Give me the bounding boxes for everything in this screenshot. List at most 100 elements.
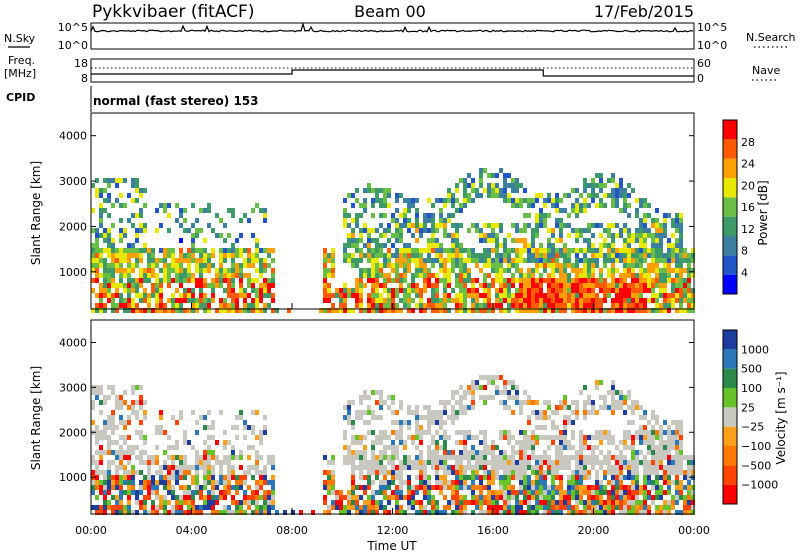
power-cell [643, 303, 647, 308]
power-cell [375, 238, 379, 243]
velocity-cell [471, 500, 475, 505]
power-cell [167, 308, 171, 313]
power-cell [471, 288, 475, 293]
velocity-cell [255, 455, 259, 460]
power-cell [543, 203, 547, 208]
velocity-cell [635, 405, 639, 410]
velocity-cell [171, 455, 175, 460]
velocity-cell [387, 485, 391, 490]
velocity-cell [427, 455, 431, 460]
power-cell [655, 303, 659, 308]
velocity-cell [651, 415, 655, 420]
power-cell [559, 198, 563, 203]
power-cell [403, 298, 407, 303]
power-cell [419, 293, 423, 298]
velocity-cell [635, 485, 639, 490]
power-cell [371, 268, 375, 273]
power-cell [463, 303, 467, 308]
power-cell [667, 213, 671, 218]
power-cell [475, 193, 479, 198]
power-cell [507, 268, 511, 273]
velocity-cell [471, 495, 475, 500]
velocity-cell [191, 505, 195, 510]
power-cell [171, 303, 175, 308]
velocity-cell [603, 430, 607, 435]
power-cell [659, 258, 663, 263]
power-cell [427, 243, 431, 248]
power-colorbar-label: Power [dB] [756, 180, 770, 245]
power-cell [107, 253, 111, 258]
power-cell [547, 258, 551, 263]
power-cell [471, 198, 475, 203]
velocity-cell [355, 510, 359, 515]
power-cell [219, 298, 223, 303]
velocity-cell [419, 470, 423, 475]
velocity-cell [455, 505, 459, 510]
power-cell [375, 243, 379, 248]
velocity-cell [411, 505, 415, 510]
velocity-cell [207, 435, 211, 440]
power-cell [631, 263, 635, 268]
power-cell [271, 273, 275, 278]
power-cell [191, 238, 195, 243]
power-cell [667, 298, 671, 303]
velocity-cell [311, 510, 315, 515]
velocity-cell [551, 490, 555, 495]
velocity-cell [179, 510, 183, 515]
power-cell [579, 298, 583, 303]
power-cell [175, 273, 179, 278]
power-cell [367, 303, 371, 308]
velocity-cell [503, 470, 507, 475]
velocity-cell [247, 425, 251, 430]
power-cell [667, 303, 671, 308]
velocity-cell [587, 475, 591, 480]
power-cell [191, 203, 195, 208]
power-cell [471, 178, 475, 183]
velocity-cell [511, 470, 515, 475]
power-cell [499, 263, 503, 268]
velocity-cell [383, 465, 387, 470]
power-cell [191, 223, 195, 228]
velocity-cell [391, 450, 395, 455]
velocity-cell [551, 420, 555, 425]
velocity-cell [399, 485, 403, 490]
power-cell [555, 263, 559, 268]
velocity-cell [231, 475, 235, 480]
velocity-cell [639, 435, 643, 440]
velocity-cell [191, 480, 195, 485]
power-cell [531, 308, 535, 313]
velocity-cell [351, 460, 355, 465]
velocity-cell [243, 475, 247, 480]
velocity-cell [475, 485, 479, 490]
power-cell [455, 283, 459, 288]
power-cell [487, 248, 491, 253]
power-cell [611, 248, 615, 253]
power-cell [391, 308, 395, 313]
power-cell [383, 198, 387, 203]
velocity-cell [619, 495, 623, 500]
velocity-cell [515, 510, 519, 515]
velocity-cell [423, 460, 427, 465]
power-cell [355, 298, 359, 303]
velocity-cell [343, 445, 347, 450]
power-cell [371, 253, 375, 258]
power-cell [483, 298, 487, 303]
power-cell [423, 303, 427, 308]
velocity-cell [247, 500, 251, 505]
velocity-cell [631, 485, 635, 490]
power-cell [403, 243, 407, 248]
power-cell [683, 283, 687, 288]
power-cell [107, 283, 111, 288]
power-cell [419, 248, 423, 253]
velocity-cell [131, 400, 135, 405]
velocity-cell [595, 380, 599, 385]
power-cell [447, 273, 451, 278]
power-cell [399, 278, 403, 283]
power-cell [91, 278, 95, 283]
velocity-cell [603, 405, 607, 410]
velocity-cell [135, 445, 139, 450]
power-cell [507, 183, 511, 188]
velocity-cell [347, 495, 351, 500]
velocity-cell [639, 425, 643, 430]
power-cell [647, 278, 651, 283]
